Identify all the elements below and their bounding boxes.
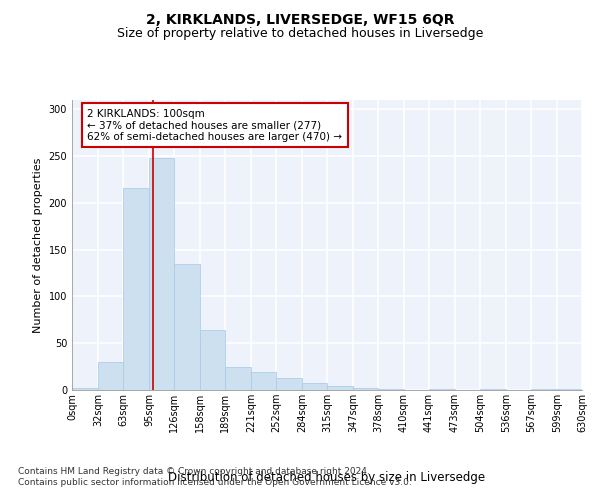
Bar — [225, 366, 251, 390]
Bar — [327, 386, 353, 390]
Bar — [72, 388, 98, 390]
Bar — [353, 388, 378, 390]
Bar — [149, 158, 174, 390]
Text: Contains HM Land Registry data © Crown copyright and database right 2024.
Contai: Contains HM Land Registry data © Crown c… — [18, 468, 412, 487]
Bar — [98, 362, 123, 390]
Bar — [429, 389, 455, 390]
Bar — [378, 389, 404, 390]
Bar — [251, 372, 276, 390]
Bar — [200, 330, 225, 390]
Bar — [302, 382, 327, 390]
Bar — [123, 188, 149, 390]
Bar — [531, 389, 557, 390]
Bar — [276, 378, 302, 390]
Bar — [557, 389, 582, 390]
X-axis label: Distribution of detached houses by size in Liversedge: Distribution of detached houses by size … — [169, 471, 485, 484]
Y-axis label: Number of detached properties: Number of detached properties — [33, 158, 43, 332]
Bar — [480, 389, 506, 390]
Text: 2 KIRKLANDS: 100sqm
← 37% of detached houses are smaller (277)
62% of semi-detac: 2 KIRKLANDS: 100sqm ← 37% of detached ho… — [88, 108, 342, 142]
Bar — [174, 264, 200, 390]
Text: 2, KIRKLANDS, LIVERSEDGE, WF15 6QR: 2, KIRKLANDS, LIVERSEDGE, WF15 6QR — [146, 12, 454, 26]
Text: Size of property relative to detached houses in Liversedge: Size of property relative to detached ho… — [117, 28, 483, 40]
